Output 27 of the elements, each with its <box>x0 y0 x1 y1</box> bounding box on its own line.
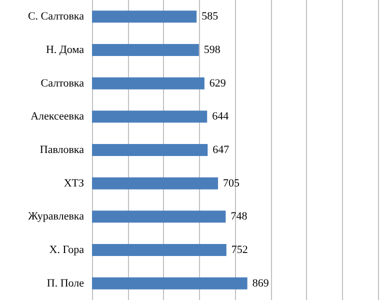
bar <box>92 244 226 256</box>
data-label: 598 <box>204 44 221 56</box>
bar <box>92 44 199 56</box>
data-label: 647 <box>212 144 230 156</box>
y-tick-label: Салтовка <box>40 77 84 90</box>
data-label: 869 <box>252 277 270 290</box>
y-tick-label: С. Салтовка <box>28 10 84 23</box>
y-tick-label: Алексеевка <box>30 110 84 123</box>
bar <box>92 277 248 290</box>
bar <box>92 10 197 23</box>
data-label: 644 <box>212 110 230 123</box>
y-tick-label: П. Поле <box>46 277 84 290</box>
data-label: 705 <box>223 177 240 190</box>
bar <box>92 77 204 90</box>
y-tick-label: Н. Дома <box>46 44 84 56</box>
data-label: 748 <box>230 210 248 223</box>
bar <box>92 210 226 223</box>
y-tick-label: Журавлевка <box>28 210 84 223</box>
data-label: 585 <box>202 10 219 23</box>
bar <box>92 177 218 190</box>
bar <box>92 144 208 156</box>
data-label: 629 <box>209 77 226 90</box>
y-tick-label: Х. Гора <box>49 244 84 256</box>
data-label: 752 <box>231 244 248 256</box>
y-tick-label: ХТЗ <box>64 177 84 190</box>
bar <box>92 110 208 123</box>
y-tick-label: Павловка <box>40 144 84 156</box>
